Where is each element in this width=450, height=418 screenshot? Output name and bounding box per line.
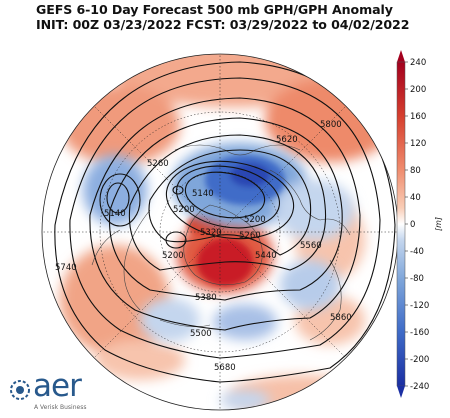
contour-label: 5440 xyxy=(255,251,277,261)
contour-labels: 5800 5620 5260 5140 5140 5200 5200 5320 … xyxy=(55,120,352,373)
contour-label: 5140 xyxy=(104,209,126,219)
contour-label: 5620 xyxy=(276,135,298,145)
colorbar-unit: [m] xyxy=(434,217,443,231)
colorbar-tick-label: -160 xyxy=(410,328,429,338)
colorbar-tick-label: 0 xyxy=(410,220,415,230)
map-title-line1: GEFS 6-10 Day Forecast 500 mb GPH/GPH An… xyxy=(36,2,393,17)
logo-tagline: A Verisk Business xyxy=(34,404,87,411)
contour-label: 5860 xyxy=(330,313,352,323)
contour-label: 5140 xyxy=(192,189,214,199)
colorbar-tick-label: 40 xyxy=(410,193,421,203)
contour-label: 5320 xyxy=(200,228,222,238)
colorbar-tick-label: 80 xyxy=(410,166,421,176)
logo-brand: aer xyxy=(33,368,82,404)
map-title-line2: INIT: 00Z 03/23/2022 FCST: 03/29/2022 to… xyxy=(36,17,410,32)
contour-label: 5380 xyxy=(195,293,217,303)
colorbar-tick-label: -120 xyxy=(410,301,429,311)
contour-label: 5260 xyxy=(147,159,169,169)
colorbar-tick-label: -80 xyxy=(410,274,424,284)
colorbar-tick-label: -240 xyxy=(410,382,429,392)
colorbar-bottom-arrow xyxy=(397,386,405,398)
contour-label: 5800 xyxy=(320,120,342,130)
contour-label: 5200 xyxy=(173,205,195,215)
colorbar-tick-label: 240 xyxy=(410,58,426,68)
contour-label: 5260 xyxy=(239,231,261,241)
contour-label: 5500 xyxy=(190,329,212,339)
anomaly-shading: 5800 5620 5260 5140 5140 5200 5200 5320 … xyxy=(42,54,398,410)
colorbar-top-arrow xyxy=(397,50,405,62)
colorbar-tick-label: 200 xyxy=(410,85,426,95)
contour-label: 5200 xyxy=(162,251,184,261)
colorbar-tick-label: 160 xyxy=(410,112,426,122)
contour-label: 5560 xyxy=(300,241,322,251)
colorbar-tick-label: 120 xyxy=(410,139,426,149)
colorbar-tick-label: -40 xyxy=(410,247,424,257)
contour-label: 5200 xyxy=(244,215,266,225)
height-contours xyxy=(54,61,396,383)
colorbar-gradient xyxy=(396,61,406,387)
contour-label: 5680 xyxy=(214,363,236,373)
contour-label: 5740 xyxy=(55,263,77,273)
aer-logo-icon xyxy=(10,380,30,400)
colorbar-tick-label: -200 xyxy=(410,355,429,365)
